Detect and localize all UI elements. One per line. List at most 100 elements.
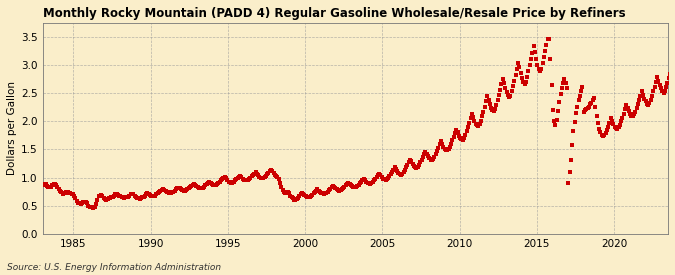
Point (288, 196, 298, 201)
Point (353, 183, 364, 187)
Point (654, 83, 665, 87)
Point (377, 177, 388, 181)
Point (307, 193, 318, 197)
Point (53, 187, 64, 191)
Point (626, 113, 637, 118)
Point (141, 192, 152, 197)
Point (381, 177, 392, 182)
Point (208, 183, 219, 187)
Point (200, 183, 211, 188)
Point (258, 175, 269, 180)
Point (295, 192, 306, 197)
Point (601, 128, 612, 132)
Point (132, 196, 142, 200)
Point (205, 180, 216, 185)
Point (493, 93, 504, 97)
Point (83, 204, 94, 208)
Point (523, 69, 534, 73)
Point (529, 50, 540, 54)
Point (45, 184, 56, 189)
Point (647, 94, 657, 98)
Point (442, 148, 453, 153)
Point (269, 172, 280, 177)
Point (649, 85, 660, 89)
Point (593, 121, 603, 125)
Point (371, 175, 382, 179)
Point (167, 190, 178, 194)
Point (478, 109, 489, 114)
Point (514, 65, 525, 69)
Point (209, 183, 220, 187)
Point (612, 126, 622, 131)
Point (402, 163, 413, 167)
Point (211, 182, 222, 186)
Point (128, 192, 139, 197)
Point (52, 184, 63, 189)
Point (412, 165, 423, 169)
Point (370, 177, 381, 181)
Point (400, 168, 410, 172)
Point (215, 178, 226, 183)
Point (334, 188, 345, 193)
Point (240, 178, 250, 183)
Point (173, 186, 184, 190)
Point (339, 184, 350, 189)
Point (483, 98, 494, 102)
Point (415, 160, 426, 164)
Point (319, 192, 329, 196)
Point (452, 130, 463, 135)
Point (248, 172, 259, 177)
Point (536, 67, 547, 71)
Point (106, 195, 117, 199)
Point (527, 51, 538, 55)
Point (641, 101, 652, 106)
Point (421, 152, 432, 156)
Point (410, 165, 421, 170)
Point (222, 178, 233, 182)
Point (671, 73, 675, 78)
Point (151, 192, 162, 197)
Point (130, 194, 141, 199)
Point (455, 136, 466, 140)
Point (134, 197, 145, 201)
Point (639, 97, 649, 101)
Point (276, 184, 287, 189)
Point (644, 101, 655, 105)
Point (658, 91, 669, 95)
Point (572, 104, 583, 109)
Point (192, 185, 203, 189)
Point (564, 170, 575, 174)
Point (451, 127, 462, 132)
Point (502, 93, 513, 97)
Point (495, 87, 506, 92)
Point (635, 94, 646, 98)
Point (303, 195, 314, 199)
Point (459, 136, 470, 140)
Point (524, 63, 535, 68)
Point (280, 191, 291, 195)
Point (665, 72, 675, 76)
Point (447, 138, 458, 142)
Point (43, 184, 54, 189)
Point (140, 193, 151, 198)
Point (510, 73, 521, 77)
Point (597, 133, 608, 138)
Point (168, 189, 179, 194)
Point (195, 186, 206, 191)
Point (570, 111, 581, 116)
Point (250, 170, 261, 175)
Point (547, 108, 558, 112)
Point (304, 194, 315, 199)
Point (277, 188, 288, 192)
Point (187, 183, 198, 187)
Point (379, 177, 389, 182)
Point (188, 182, 199, 186)
Point (537, 61, 548, 65)
Point (616, 119, 626, 123)
Point (256, 176, 267, 180)
Point (70, 196, 81, 200)
Point (468, 115, 479, 119)
Point (672, 76, 675, 81)
Point (340, 183, 351, 188)
Point (165, 191, 176, 195)
